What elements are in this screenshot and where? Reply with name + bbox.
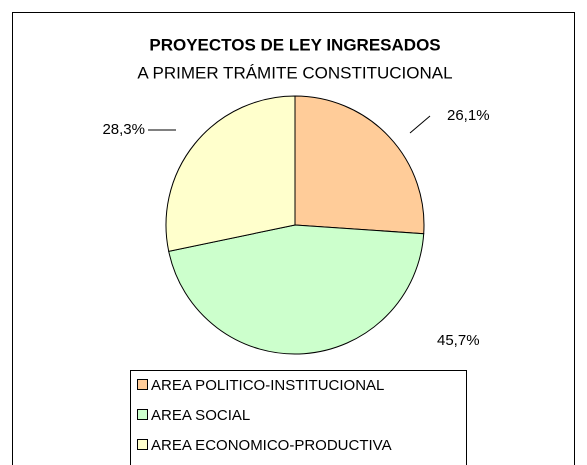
chart-subtitle: A PRIMER TRÁMITE CONSTITUCIONAL	[137, 63, 452, 82]
pie-slice	[294, 95, 425, 235]
legend-box	[130, 370, 467, 465]
pie-slice	[165, 95, 296, 252]
legend-label: AREA SOCIAL	[151, 407, 250, 424]
pie-slice	[168, 224, 425, 355]
data-label: 45,7%	[437, 332, 480, 349]
data-label: 28,3%	[102, 121, 145, 138]
leader-line	[409, 115, 431, 134]
legend-label: AREA ECONOMICO-PRODUCTIVA	[151, 437, 392, 454]
chart-title: PROYECTOS DE LEY INGRESADOS	[149, 35, 440, 54]
data-label: 26,1%	[447, 107, 490, 124]
legend-swatch	[137, 379, 148, 390]
legend-swatch	[137, 409, 148, 420]
legend-swatch	[137, 439, 148, 450]
legend-label: AREA POLITICO-INSTITUCIONAL	[151, 377, 384, 394]
